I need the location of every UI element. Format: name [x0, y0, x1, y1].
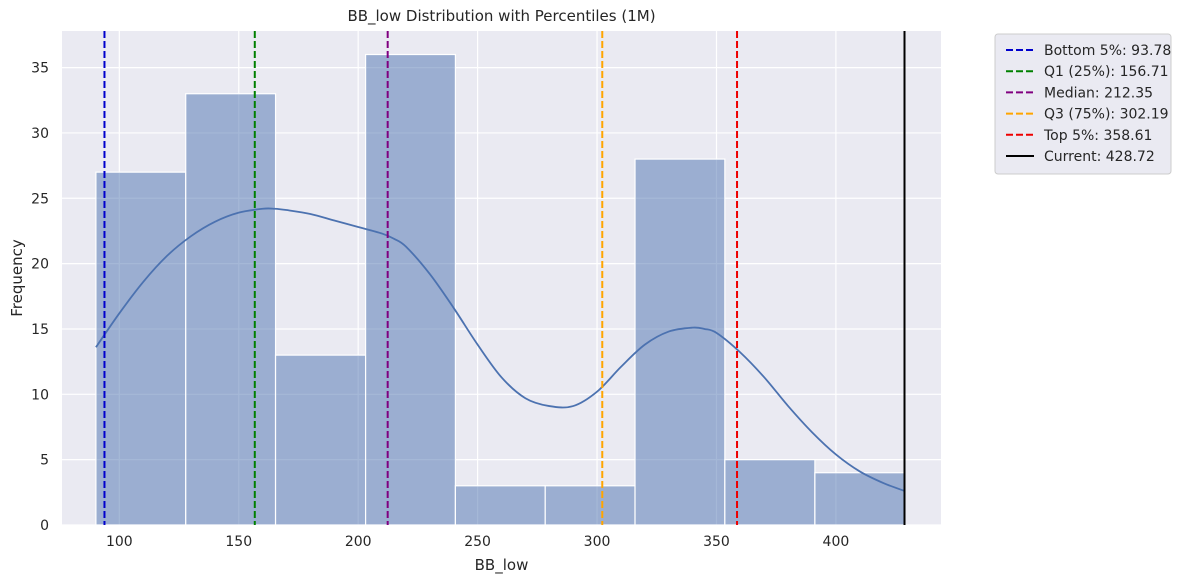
histogram-bar [544, 485, 636, 526]
legend-entry-label: Current: 428.72 [1044, 149, 1155, 165]
x-tick-label: 200 [345, 534, 372, 550]
x-tick-label: 350 [703, 534, 730, 550]
y-tick-label: 20 [31, 257, 49, 273]
y-tick-label: 35 [31, 61, 49, 77]
y-axis-ticks: 0 5 10 15 20 25 30 35 [31, 61, 49, 534]
y-tick-label: 25 [31, 191, 49, 207]
legend-entry-label: Q3 (75%): 302.19 [1044, 107, 1169, 123]
percentile-lines [103, 31, 906, 525]
x-axis-ticks: 100 150 200 250 300 350 400 [106, 534, 849, 550]
y-tick-label: 15 [31, 322, 49, 338]
legend-box [994, 33, 1172, 175]
x-tick-label: 250 [464, 534, 491, 550]
kde-curve [95, 207, 906, 492]
x-tick-label: 300 [584, 534, 611, 550]
histogram-bar [724, 459, 816, 526]
chart-title: BB_low Distribution with Percentiles (1M… [347, 7, 655, 26]
histogram-bar [814, 472, 906, 526]
x-tick-label: 100 [106, 534, 133, 550]
legend-entry-label: Q1 (25%): 156.71 [1044, 64, 1169, 80]
x-axis-title: BB_low [475, 556, 529, 575]
y-tick-label: 5 [40, 453, 49, 469]
histogram-bar [454, 485, 546, 526]
legend-entry-label: Bottom 5%: 93.78 [1044, 43, 1171, 59]
legend: Bottom 5%: 93.78 Q1 (25%): 156.71 Median: … [994, 33, 1172, 175]
y-tick-label: 30 [31, 126, 49, 142]
histogram-bar [95, 171, 187, 526]
x-tick-label: 150 [225, 534, 252, 550]
histogram-bar [185, 93, 277, 526]
legend-entry-label: Top 5%: 358.61 [1043, 128, 1152, 144]
histogram-bar [274, 354, 367, 526]
y-tick-label: 0 [40, 518, 49, 534]
y-tick-label: 10 [31, 387, 49, 403]
legend-entry-label: Median: 212.35 [1044, 85, 1153, 101]
x-tick-label: 400 [823, 534, 850, 550]
y-axis-title: Frequency [8, 239, 26, 317]
